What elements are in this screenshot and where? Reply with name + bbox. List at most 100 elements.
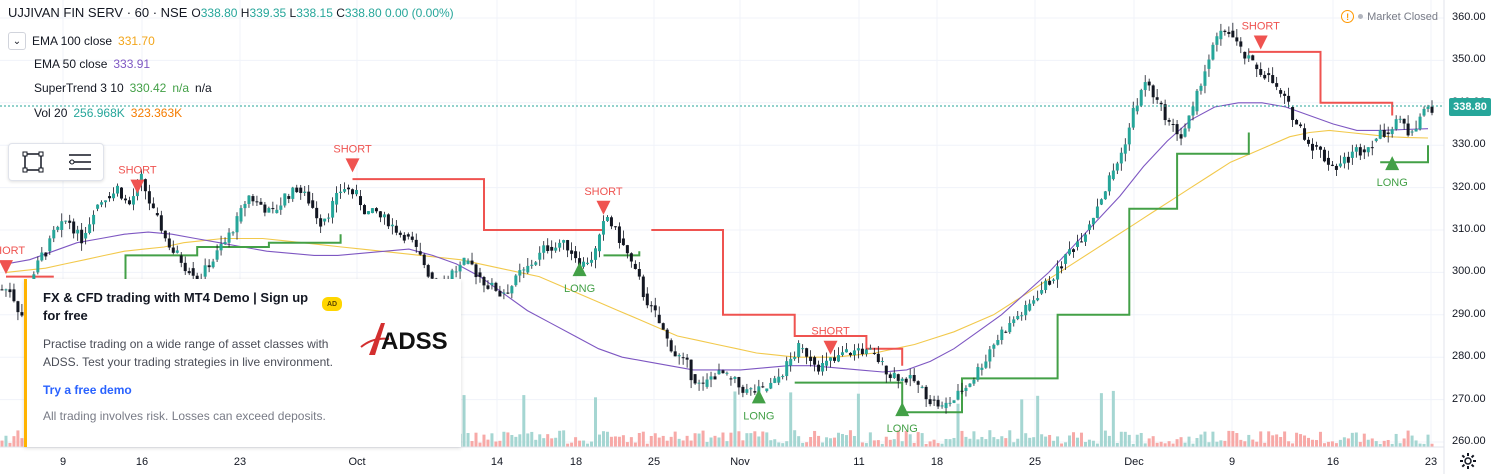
rectangle-select-icon[interactable] bbox=[18, 147, 48, 177]
price-axis-label: 320.00 bbox=[1452, 180, 1486, 193]
candle-body bbox=[1366, 147, 1370, 153]
drawing-toolbox bbox=[8, 143, 104, 181]
volume-bar bbox=[709, 437, 713, 447]
gear-icon[interactable] bbox=[1459, 452, 1477, 470]
market-status[interactable]: ! Market Closed bbox=[1341, 10, 1438, 23]
volume-bar bbox=[498, 440, 502, 447]
indicator-ema100[interactable]: ⌄ EMA 100 close 331.70 bbox=[8, 32, 155, 50]
candle-body bbox=[1008, 323, 1012, 333]
candle-body bbox=[888, 374, 892, 378]
candle-body bbox=[247, 195, 251, 204]
chevron-down-icon[interactable]: ⌄ bbox=[8, 32, 26, 50]
candle-body bbox=[1311, 143, 1315, 151]
candle-body bbox=[104, 200, 108, 203]
volume-bar bbox=[522, 395, 526, 447]
ad-card[interactable]: FX & CFD trading with MT4 Demo | Sign up… bbox=[24, 279, 461, 447]
volume-bar bbox=[1307, 437, 1311, 447]
candle-body bbox=[506, 292, 510, 294]
short-arrow-icon bbox=[596, 200, 611, 215]
volume-bar bbox=[1000, 436, 1004, 447]
candle-body bbox=[609, 217, 613, 227]
candle-body bbox=[426, 265, 430, 277]
long-arrow-icon bbox=[572, 262, 587, 277]
indicator-ema50[interactable]: EMA 50 close 333.91 bbox=[34, 57, 150, 71]
volume-bar bbox=[717, 437, 721, 447]
candle-body bbox=[566, 240, 570, 251]
candle-body bbox=[68, 220, 72, 223]
volume-bar bbox=[486, 439, 490, 447]
supertrend-short-segment bbox=[651, 229, 904, 366]
short-arrow-icon bbox=[823, 340, 838, 355]
candle-body bbox=[1350, 151, 1354, 158]
candle-body bbox=[1028, 303, 1032, 311]
volume-bar bbox=[896, 430, 900, 447]
volume-bar bbox=[1402, 438, 1406, 447]
ohlc-high-key: H bbox=[240, 6, 250, 20]
volume-bar bbox=[701, 430, 705, 447]
candle-body bbox=[562, 240, 566, 243]
candle-body bbox=[558, 242, 562, 248]
short-signal-label: SHORT bbox=[811, 326, 850, 338]
volume-bar bbox=[625, 442, 629, 447]
volume-bar bbox=[1091, 440, 1095, 447]
candle-body bbox=[1271, 75, 1275, 84]
candle-body bbox=[745, 389, 749, 393]
volume-bar bbox=[1199, 434, 1203, 447]
candle-body bbox=[1314, 145, 1318, 147]
volume-bar bbox=[526, 433, 530, 447]
time-axis-label: 11 bbox=[853, 456, 865, 468]
volume-bar bbox=[633, 442, 637, 447]
ad-link[interactable]: Try a free demo bbox=[43, 383, 132, 397]
candle-body bbox=[398, 232, 402, 235]
indicator-volume[interactable]: Vol 20 256.968K 323.363K bbox=[34, 106, 182, 120]
candle-body bbox=[1072, 249, 1076, 252]
candle-body bbox=[876, 353, 880, 363]
candle-body bbox=[574, 251, 578, 259]
volume-bar bbox=[713, 435, 717, 447]
volume-bar bbox=[653, 433, 657, 447]
candle-body bbox=[112, 193, 116, 199]
candle-body bbox=[681, 357, 685, 359]
candle-body bbox=[1259, 69, 1263, 75]
candle-body bbox=[805, 348, 809, 357]
candle-body bbox=[422, 254, 426, 266]
ema100-line bbox=[5, 129, 1429, 358]
volume-bar bbox=[836, 432, 840, 447]
candle-body bbox=[1123, 144, 1127, 154]
candle-body bbox=[1060, 266, 1064, 269]
candle-body bbox=[263, 204, 267, 213]
candle-body bbox=[339, 191, 343, 193]
candle-body bbox=[147, 191, 151, 204]
symbol-title[interactable]: UJJIVAN FIN SERV · 60 · NSE bbox=[8, 5, 188, 20]
volume-bar bbox=[554, 437, 558, 447]
candle-body bbox=[1187, 115, 1191, 129]
volume-bar bbox=[1430, 443, 1434, 447]
indicator-value: 330.42 bbox=[129, 81, 167, 95]
volume-bar bbox=[840, 433, 844, 447]
menu-lines-icon[interactable] bbox=[65, 147, 95, 177]
indicator-supertrend[interactable]: SuperTrend 3 10 330.42 n/a n/a bbox=[34, 81, 212, 95]
ad-title[interactable]: FX & CFD trading with MT4 Demo | Sign up… bbox=[43, 290, 309, 323]
volume-bar bbox=[649, 435, 653, 447]
volume-bar bbox=[506, 432, 510, 447]
candle-body bbox=[928, 399, 932, 405]
ohlc-change: 0.00 (0.00%) bbox=[384, 6, 454, 20]
candle-body bbox=[195, 275, 199, 279]
candle-body bbox=[219, 243, 223, 251]
volume-bar bbox=[1354, 432, 1358, 447]
candle-body bbox=[964, 387, 968, 391]
volume-bar bbox=[1378, 443, 1382, 447]
volume-bar bbox=[805, 442, 809, 447]
candle-body bbox=[864, 349, 868, 355]
candle-body bbox=[60, 221, 64, 230]
candle-body bbox=[1283, 93, 1287, 96]
candle-body bbox=[474, 264, 478, 278]
candle-body bbox=[1000, 329, 1004, 341]
candle-body bbox=[597, 234, 601, 252]
candle-body bbox=[1406, 123, 1410, 136]
candle-body bbox=[673, 351, 677, 357]
volume-bar bbox=[1346, 438, 1350, 447]
volume-bar bbox=[1311, 439, 1315, 447]
volume-bar bbox=[1295, 432, 1299, 447]
